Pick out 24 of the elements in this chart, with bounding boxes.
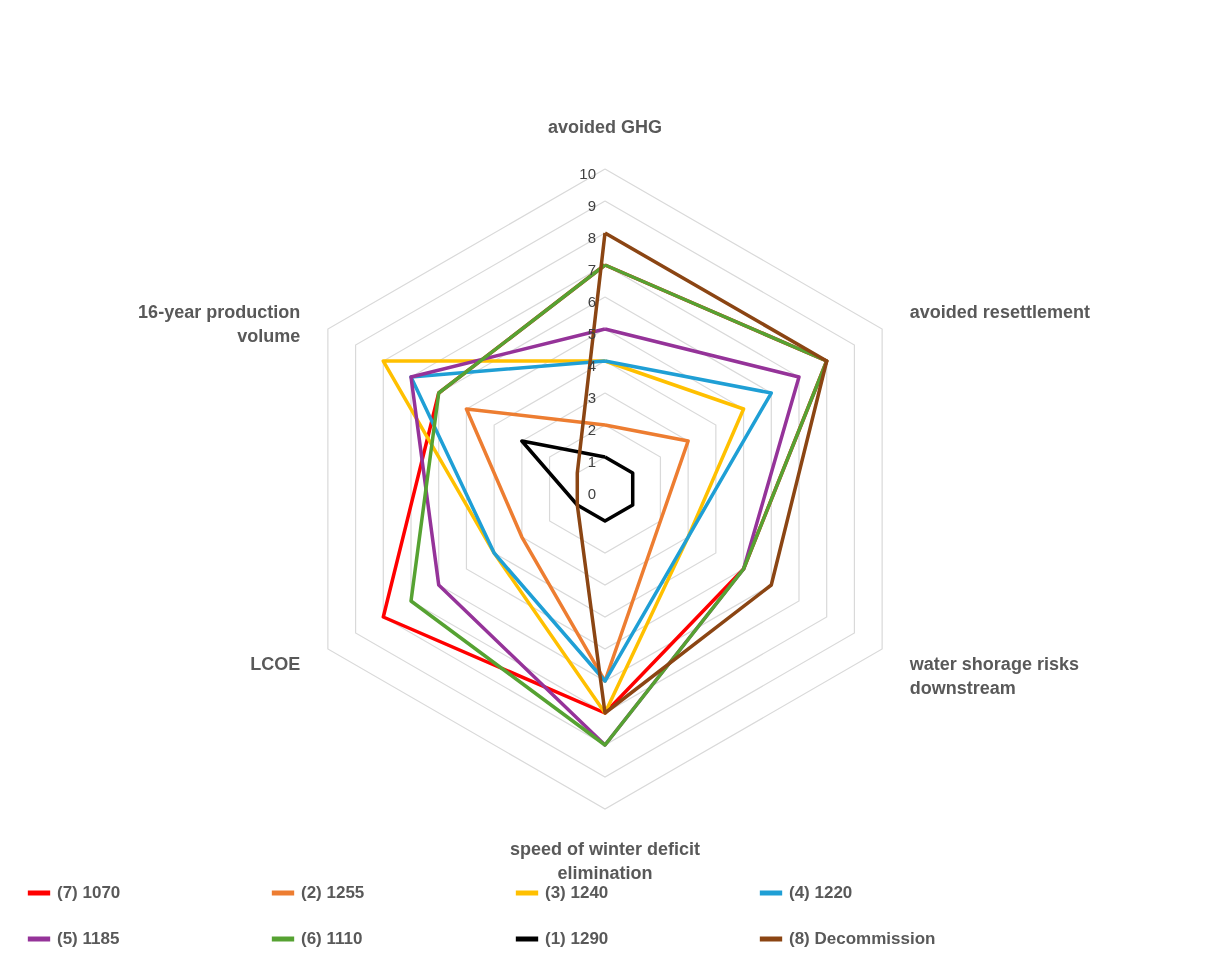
legend-label: (5) 1185: [57, 929, 120, 948]
y-tick-label: 1: [587, 453, 596, 470]
y-tick-label: 6: [587, 293, 596, 310]
legend-label: (6) 1110: [301, 929, 363, 948]
y-tick-label: 8: [587, 229, 596, 246]
legend-label: (2) 1255: [301, 883, 365, 902]
legend-label: (1) 1290: [545, 929, 609, 948]
y-tick-label: 0: [587, 485, 596, 502]
spoke-label: speed of winter deficit elimination: [509, 839, 701, 883]
spoke-label: water shorage risks downstream: [908, 654, 1079, 698]
legend-label: (7) 1070: [57, 883, 121, 902]
spoke-label: 16-year production volume: [138, 302, 301, 346]
spoke-label: LCOE: [250, 654, 301, 674]
legend-label: (4) 1220: [789, 883, 853, 902]
spoke-label: avoided resettlement: [909, 302, 1090, 322]
legend-label: (8) Decommission: [789, 929, 936, 948]
legend-label: (3) 1240: [545, 883, 609, 902]
y-tick-label: 10: [579, 165, 596, 182]
y-tick-label: 5: [587, 325, 596, 342]
spoke-label: avoided GHG: [547, 117, 663, 137]
y-tick-label: 2: [587, 421, 596, 438]
y-tick-label: 3: [587, 389, 596, 406]
y-tick-label: 4: [587, 357, 596, 374]
y-tick-label: 9: [587, 197, 596, 214]
